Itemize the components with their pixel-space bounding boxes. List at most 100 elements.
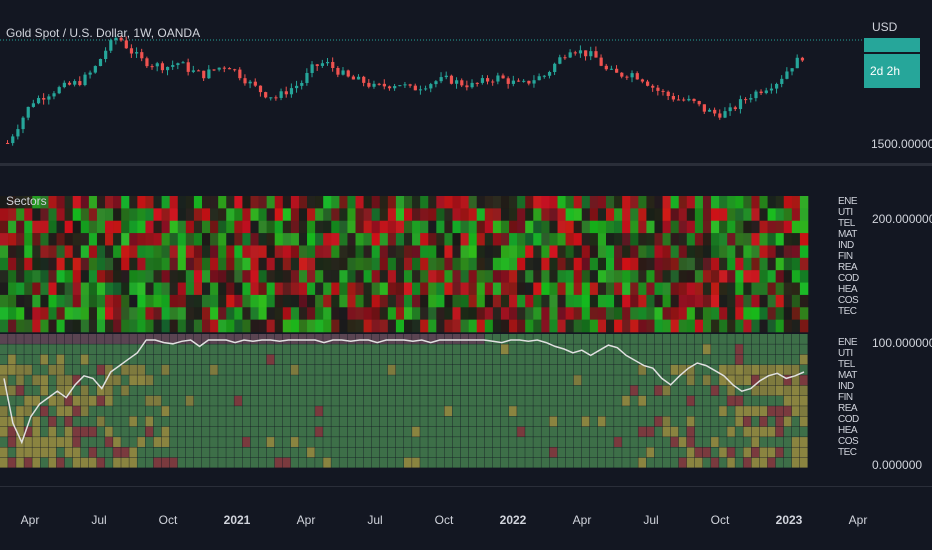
- breadth-cell: [363, 426, 372, 437]
- heat-cell: [460, 270, 469, 283]
- breadth-cell: [622, 375, 630, 386]
- breadth-cell: [48, 447, 57, 458]
- breadth-cell: [48, 437, 57, 447]
- category-label-mat: MAT: [838, 370, 857, 381]
- breadth-cell: [258, 406, 267, 417]
- heat-cell: [113, 270, 122, 283]
- breadth-cell: [783, 416, 792, 427]
- breadth-cell: [185, 385, 194, 396]
- heat-cell: [145, 319, 154, 333]
- breadth-cell: [250, 416, 259, 427]
- price-axis[interactable]: USD 1500.000000: [864, 0, 932, 162]
- heat-cell: [799, 294, 809, 308]
- candle-body: [470, 82, 474, 88]
- breadth-cell: [711, 406, 719, 417]
- heat-cell: [743, 270, 752, 283]
- price-pane[interactable]: Gold Spot / U.S. Dollar, 1W, OANDA: [0, 0, 862, 162]
- breadth-cell: [387, 385, 396, 396]
- breadth-cell: [274, 457, 283, 468]
- breadth-cell: [428, 447, 436, 458]
- breadth-cell: [597, 354, 606, 365]
- heat-cell: [557, 208, 566, 222]
- heat-cell: [702, 307, 712, 320]
- breadth-cell: [274, 344, 283, 355]
- breadth-cell: [185, 457, 194, 468]
- breadth-cell: [339, 457, 348, 468]
- heat-cell: [8, 282, 17, 296]
- heat-cell: [646, 270, 655, 283]
- breadth-cell: [444, 406, 453, 417]
- sector-pane[interactable]: Sectors: [0, 168, 862, 473]
- heat-cell: [0, 196, 9, 209]
- breadth-cell: [185, 354, 194, 365]
- breadth-cell: [387, 364, 396, 375]
- heat-cell: [307, 319, 316, 333]
- breadth-cell: [379, 406, 388, 417]
- sector-axis[interactable]: 200.000000 100.000000 0.000000: [864, 168, 932, 473]
- heat-cell: [573, 220, 583, 234]
- breadth-cell: [282, 426, 291, 437]
- time-axis[interactable]: Apr Jul Oct 2021 Apr Jul Oct 2022 Apr Ju…: [0, 505, 868, 535]
- breadth-cell: [549, 416, 558, 427]
- breadth-cell: [371, 457, 380, 468]
- heat-cell: [24, 282, 33, 296]
- heat-cell: [387, 270, 397, 283]
- breadth-cell: [210, 364, 218, 375]
- breadth-cell: [767, 364, 776, 375]
- breadth-cell: [719, 375, 727, 386]
- breadth-cell: [670, 354, 679, 365]
- heat-cell: [331, 233, 340, 246]
- heat-cell: [492, 282, 502, 296]
- breadth-cell: [24, 447, 32, 458]
- breadth-cell: [727, 406, 735, 417]
- heat-cell: [678, 245, 688, 259]
- breadth-cell: [670, 334, 679, 344]
- breadth-cell: [16, 364, 24, 375]
- candle-body: [609, 68, 614, 70]
- heat-cell: [72, 319, 82, 333]
- heat-cell: [630, 208, 639, 222]
- breadth-cell: [315, 406, 323, 417]
- breadth-cell: [743, 395, 752, 406]
- breadth-cell: [452, 375, 461, 386]
- heat-cell: [298, 196, 308, 209]
- breadth-cell: [606, 385, 614, 396]
- breadth-cell: [347, 457, 356, 468]
- category-label-uti: UTI: [838, 348, 853, 359]
- breadth-cell: [40, 457, 49, 468]
- heat-cell: [767, 319, 776, 333]
- breadth-cell: [614, 344, 622, 355]
- candle-body: [444, 75, 448, 78]
- breadth-cell: [274, 447, 283, 458]
- candle-body: [594, 51, 598, 58]
- breadth-cell: [404, 426, 412, 437]
- heat-cell: [565, 233, 574, 246]
- breadth-cell: [161, 364, 170, 375]
- breadth-cell: [234, 354, 242, 365]
- heat-cell: [266, 270, 276, 283]
- breadth-cell: [56, 395, 65, 406]
- heat-cell: [751, 294, 760, 308]
- pane-divider[interactable]: [0, 163, 932, 166]
- heat-cell: [549, 257, 558, 271]
- heat-cell: [436, 307, 445, 320]
- breadth-cell: [678, 416, 687, 427]
- breadth-cell: [105, 457, 113, 468]
- heat-cell: [331, 282, 340, 296]
- heat-cell: [339, 270, 348, 283]
- breadth-cell: [250, 395, 259, 406]
- heat-cell: [56, 282, 65, 296]
- candle-body: [26, 106, 30, 118]
- breadth-cell: [371, 334, 380, 344]
- heat-cell: [72, 257, 82, 271]
- breadth-cell: [630, 437, 638, 447]
- heat-cell: [589, 220, 599, 234]
- candle-body: [320, 63, 325, 66]
- heat-cell: [719, 220, 728, 234]
- heat-cell: [331, 270, 340, 283]
- heat-cell: [444, 270, 453, 283]
- breadth-cell: [654, 364, 663, 375]
- breadth-cell: [597, 416, 606, 427]
- heat-cell: [363, 245, 372, 259]
- breadth-cell: [266, 457, 275, 468]
